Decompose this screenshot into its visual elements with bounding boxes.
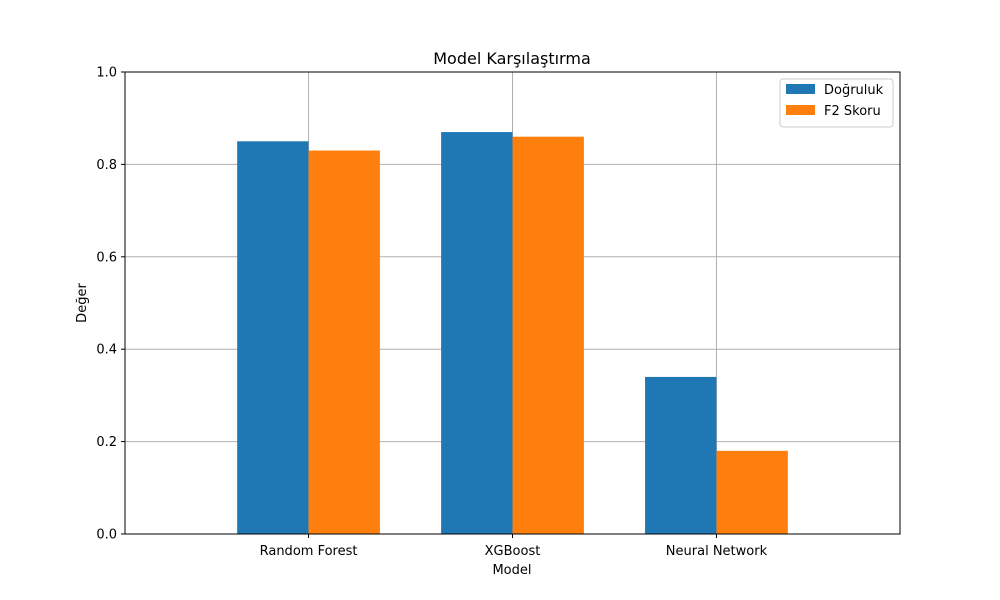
y-axis-label: Değer bbox=[75, 283, 90, 323]
y-tick-label: 0.2 bbox=[96, 435, 117, 450]
legend: Doğruluk F2 Skoru bbox=[779, 78, 894, 128]
bar-f2-score bbox=[512, 136, 584, 534]
y-tick-label: 0.6 bbox=[96, 250, 117, 265]
x-tick-label: Random Forest bbox=[260, 544, 358, 559]
bar-accuracy bbox=[645, 376, 717, 534]
bars bbox=[237, 132, 788, 535]
chart-title: Model Karşılaştırma bbox=[433, 49, 591, 68]
legend-swatch bbox=[786, 84, 815, 94]
y-tick-label: 1.0 bbox=[96, 66, 117, 81]
bar-f2-score bbox=[308, 150, 380, 535]
x-axis-label: Model bbox=[492, 563, 531, 578]
legend-swatch bbox=[786, 105, 815, 115]
y-tick-label: 0.4 bbox=[96, 343, 117, 358]
x-tick-label: Neural Network bbox=[666, 544, 768, 559]
y-axis-ticks: 0.0 0.2 0.4 0.6 0.8 1.0 bbox=[96, 66, 125, 543]
bar-f2-score bbox=[716, 450, 788, 534]
y-tick-label: 0.0 bbox=[96, 528, 117, 543]
legend-label: Doğruluk bbox=[824, 83, 884, 98]
x-tick-label: XGBoost bbox=[485, 544, 541, 559]
legend-label: F2 Skoru bbox=[824, 104, 881, 119]
bar-accuracy bbox=[237, 141, 309, 535]
bar-accuracy bbox=[441, 132, 513, 534]
x-axis-ticks: Random Forest XGBoost Neural Network bbox=[260, 534, 768, 559]
y-tick-label: 0.8 bbox=[96, 158, 117, 173]
